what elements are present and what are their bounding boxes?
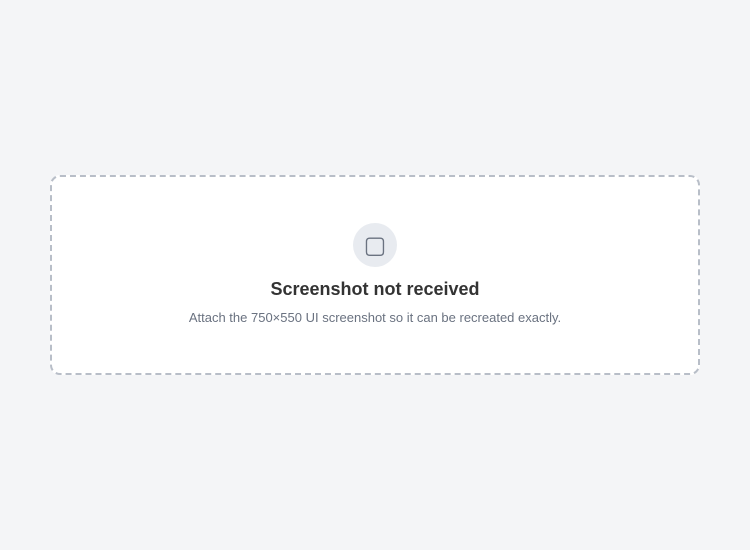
notice-title: Screenshot not received	[270, 278, 480, 299]
notice-body: Attach the 750×550 UI screenshot so it c…	[188, 309, 562, 325]
image-icon: ▢	[353, 222, 397, 267]
missing-image-notice: ▢ Screenshot not received Attach the 750…	[50, 175, 700, 375]
